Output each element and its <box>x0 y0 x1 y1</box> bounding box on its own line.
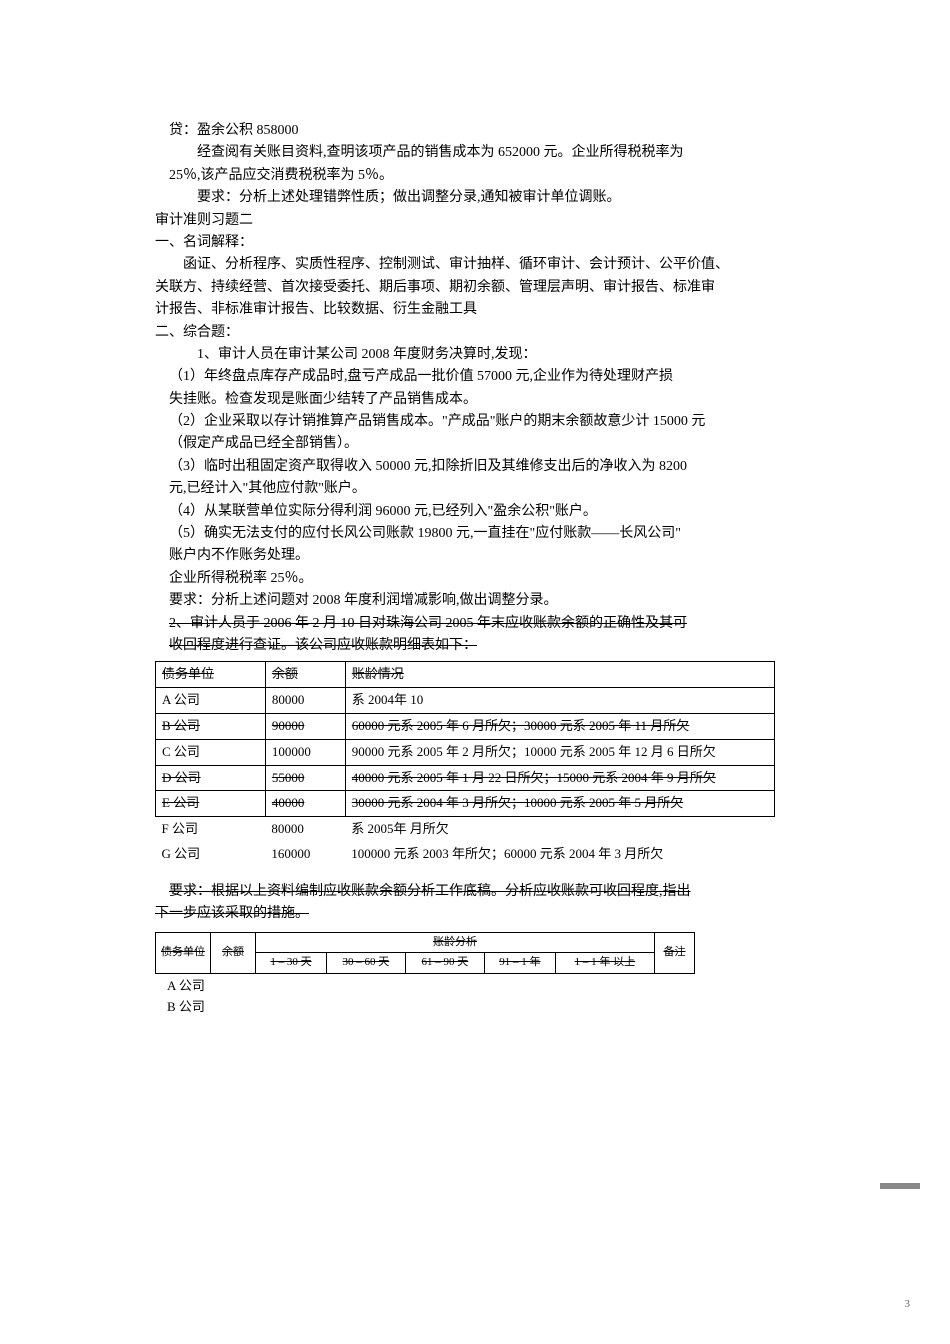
terms3: 计报告、非标准审计报告、比较数据、衍生金融工具 <box>155 299 795 321</box>
q1-8: （4）从某联营单位实际分得利润 96000 元,已经列入"盈余公积"账户。 <box>155 501 795 523</box>
row-a-c2: 80000 <box>265 688 345 714</box>
q1-9: （5）确实无法支付的应付长风公司账款 19800 元,一直挂在"应付账款——长风… <box>155 523 795 545</box>
th-balance: 余额 <box>265 662 345 688</box>
row-f-c3: 系 2005年 月所欠 <box>345 817 774 842</box>
row-e-c2: 40000 <box>265 791 345 817</box>
intro-l3: 25％,该产品应交消费税税率为 5％。 <box>155 165 795 187</box>
section-title: 审计准则习题二 <box>155 210 795 232</box>
row-g-c1: G 公司 <box>156 842 266 867</box>
footer-bar <box>880 1183 920 1189</box>
company-b: B 公司 <box>167 997 795 1018</box>
q2-1: 2、审计人员于 2006 年 2 月 10 日对珠海公司 2005 年末应收账款… <box>155 613 795 635</box>
row-c-c1: C 公司 <box>156 739 266 765</box>
row-a-c3: 系 2004年 10 <box>345 688 774 714</box>
row-d-c2: 55000 <box>265 765 345 791</box>
q1-10: 账户内不作账务处理。 <box>155 545 795 567</box>
row-c-c3: 90000 元系 2005 年 2 月所欠；10000 元系 2005 年 12… <box>345 739 774 765</box>
row-e-c3: 30000 元系 2004 年 3 月所欠；10000 元系 2005 年 5 … <box>345 791 774 817</box>
row-d-c3: 40000 元系 2005 年 1 月 22 日所欠；15000 元系 2004… <box>345 765 774 791</box>
row-e-c1: E 公司 <box>156 791 266 817</box>
q1-6: （3）临时出租固定资产取得收入 50000 元,扣除折旧及其维修支出后的净收入为… <box>155 456 795 478</box>
t2-balance: 余额 <box>211 932 256 973</box>
t2-aging: 账龄分析 <box>256 932 655 953</box>
sub1: 一、名词解释： <box>155 232 795 254</box>
row-b-c2: 90000 <box>265 713 345 739</box>
row-f-c1: F 公司 <box>156 817 266 842</box>
q1-4: （2）企业采取以存计销推算产品销售成本。"产成品"账户的期末余额故意少计 150… <box>155 411 795 433</box>
row-b-c1: B 公司 <box>156 713 266 739</box>
t2-remark: 备注 <box>655 932 695 973</box>
intro-l1: 贷：盈余公积 858000 <box>155 120 795 142</box>
aging-analysis-table: 债务单位 余额 账龄分析 备注 1 – 30 天 30 – 60 天 61 – … <box>155 932 695 974</box>
row-b-c3: 60000 元系 2005 年 6 月所欠；30000 元系 2005 年 11… <box>345 713 774 739</box>
row-f-c2: 80000 <box>265 817 345 842</box>
th-aging: 账龄情况 <box>345 662 774 688</box>
terms1: 函证、分析程序、实质性程序、控制测试、审计抽样、循环审计、会计预计、公平价值、 <box>155 254 795 276</box>
req-l1: 要求：根据以上资料编制应收账款余额分析工作底稿。分析应收账款可收回程度,指出 <box>155 881 795 903</box>
th-debtor: 债务单位 <box>156 662 266 688</box>
row-g-c3: 100000 元系 2003 年所欠；60000 元系 2004 年 3 月所欠 <box>345 842 774 867</box>
row-d-c1: D 公司 <box>156 765 266 791</box>
row-g-c2: 160000 <box>265 842 345 867</box>
t2-c4: 91 – 1 年 <box>484 953 555 974</box>
t2-c5: 1 – 1 年 以上 <box>555 953 654 974</box>
row-c-c2: 100000 <box>265 739 345 765</box>
t2-c1: 1 – 30 天 <box>256 953 327 974</box>
req-l2: 下一步应该采取的措施。 <box>155 903 795 925</box>
t2-c3: 61 – 90 天 <box>405 953 484 974</box>
sub2: 二、综合题： <box>155 322 795 344</box>
terms2: 关联方、持续经营、首次接受委托、期后事项、期初余额、管理层声明、审计报告、标准审 <box>155 277 795 299</box>
q1-7: 元,已经计入"其他应付款"账户。 <box>155 478 795 500</box>
q1-12: 要求：分析上述问题对 2008 年度利润增减影响,做出调整分录。 <box>155 590 795 612</box>
q1-1: 1、审计人员在审计某公司 2008 年度财务决算时,发现： <box>155 344 795 366</box>
page-number: 3 <box>905 1296 911 1314</box>
company-a: A 公司 <box>167 976 795 997</box>
receivables-table: 债务单位 余额 账龄情况 A 公司 80000 系 2004年 10 B 公司 … <box>155 661 775 866</box>
q2-2: 收回程度进行查证。该公司应收账款明细表如下： <box>155 635 795 657</box>
intro-l2: 经查阅有关账目资料,查明该项产品的销售成本为 652000 元。企业所得税税率为 <box>155 142 795 164</box>
t2-c2: 30 – 60 天 <box>326 953 405 974</box>
row-a-c1: A 公司 <box>156 688 266 714</box>
q1-11: 企业所得税税率 25％。 <box>155 568 795 590</box>
q1-3: 失挂账。检查发现是账面少结转了产品销售成本。 <box>155 389 795 411</box>
q1-5: （假定产成品已经全部销售）。 <box>155 433 795 455</box>
intro-l4: 要求：分析上述处理错弊性质；做出调整分录,通知被审计单位调账。 <box>155 187 795 209</box>
q1-2: （1）年终盘点库存产成品时,盘亏产成品一批价值 57000 元,企业作为待处理财… <box>155 366 795 388</box>
t2-debtor: 债务单位 <box>156 932 211 973</box>
